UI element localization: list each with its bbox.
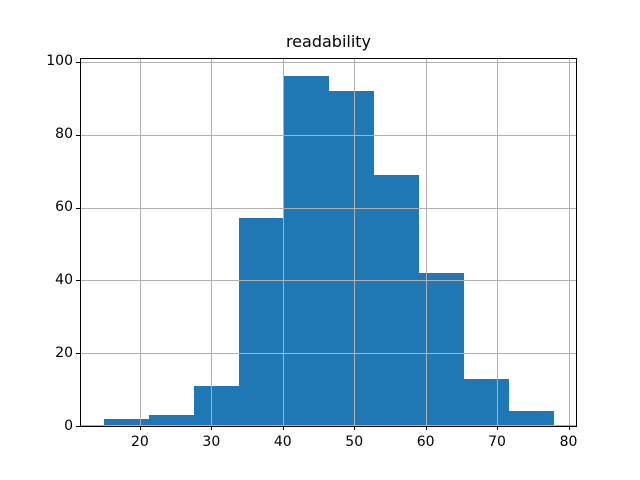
gridline [425, 59, 427, 426]
plot-area: 20 30 40 50 60 70 80 0 20 40 60 80 100 [46, 53, 577, 450]
y-tick-label: 40 [55, 271, 73, 288]
y-tick-label: 60 [55, 199, 73, 216]
gridline [568, 59, 570, 426]
histogram-bar [148, 415, 194, 426]
y-tick [76, 426, 80, 427]
x-tick-label: 40 [273, 434, 292, 450]
gridline [81, 62, 576, 63]
gridline [81, 353, 576, 354]
x-tick [283, 426, 284, 430]
gridline [282, 59, 284, 426]
gridline [496, 59, 498, 426]
gridline [81, 280, 576, 281]
x-tick [140, 426, 141, 430]
histogram-bar [508, 411, 554, 426]
y-tick [76, 353, 80, 354]
y-tick [76, 135, 80, 136]
y-tick [76, 208, 80, 209]
y-tick-label: 20 [55, 344, 73, 361]
histogram-bar [328, 91, 374, 426]
gridline [81, 208, 576, 209]
gridline [139, 59, 141, 426]
gridline [81, 425, 576, 426]
histogram-bar [463, 378, 509, 426]
y-tick-label: 80 [55, 126, 73, 143]
histogram-bar [373, 174, 419, 426]
histogram-bar [283, 76, 329, 426]
x-tick [211, 426, 212, 430]
x-tick-label: 60 [416, 434, 435, 450]
y-tick [76, 280, 80, 281]
y-tick-label: 100 [46, 53, 73, 70]
y-tick-label: 0 [64, 417, 73, 434]
chart-title: readability [285, 32, 372, 51]
histogram-bar [238, 218, 284, 426]
histogram-bar [193, 385, 239, 426]
x-tick-label: 80 [559, 434, 578, 450]
x-tick-label: 20 [131, 434, 149, 450]
histogram-bar [103, 418, 149, 426]
gridline [353, 59, 355, 426]
y-tick [76, 62, 80, 63]
x-tick [569, 426, 570, 430]
x-tick-label: 50 [345, 434, 364, 450]
x-tick-label: 70 [488, 434, 506, 450]
x-tick [354, 426, 355, 430]
gridline [81, 135, 576, 136]
gridline [210, 59, 212, 426]
x-tick [497, 426, 498, 430]
x-tick-label: 30 [202, 434, 221, 450]
x-tick [426, 426, 427, 430]
